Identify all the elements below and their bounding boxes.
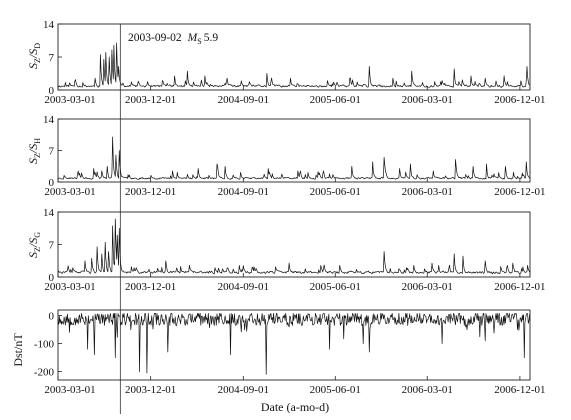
panel-4-series-line [57, 313, 531, 375]
panel-1: SZ/SD [26, 43, 42, 69]
panel-1-xtick-label: 2003-03-01 [44, 94, 95, 106]
panel-2-ytick-label: 14 [43, 114, 55, 126]
panel-1-ytick-label: 0 [49, 85, 55, 97]
panel-4-ytick-label: -200 [34, 367, 55, 379]
panel-4-frame [57, 309, 531, 381]
panel-3-xtick-label: 2006-03-01 [402, 281, 453, 293]
panel-4-ylabel-text: Dst/nT [11, 333, 25, 367]
panel-2-xtick-label: 2003-12-01 [125, 186, 176, 198]
panel-3-ylabel-text: SZ/SG [26, 232, 42, 258]
event-magnitude-subscript: S [197, 37, 201, 46]
panel-3-xtick-label: 2003-03-01 [44, 281, 95, 293]
panel-1-xtick-label: 2004-09-01 [218, 94, 269, 106]
panel-4-ytick-label: -100 [34, 339, 55, 351]
panel-3-xtick-label: 2004-09-01 [218, 281, 269, 293]
event-magnitude-value: 5.9 [204, 32, 219, 44]
panel-2-xtick-label: 2005-06-01 [310, 186, 361, 198]
panel-3-xtick-label: 2006-12-01 [494, 281, 545, 293]
panel-4-xtick-label: 2005-06-01 [310, 384, 361, 396]
panel-3-xtick-label: 2005-06-01 [310, 281, 361, 293]
panel-4-plot: 0 -100 -200 2003-03-01 2003-12-01 2004-09-01 2… [34, 309, 546, 396]
panel-3-ytick-label: 7 [49, 240, 55, 252]
panel-1-ylabel: SZ/SD [26, 43, 42, 69]
panel-2-series-line [57, 136, 530, 180]
panel-3-series-line [57, 218, 531, 275]
panel-3-ytick-label: 14 [43, 207, 55, 219]
panel-1-ytick-label: 7 [49, 52, 55, 64]
panel-2-xtick-label: 2006-03-01 [402, 186, 453, 198]
panel-2-frame [57, 118, 531, 183]
panel-3-xtick-label: 2003-12-01 [125, 281, 176, 293]
panel-4-xtick-label: 2006-03-01 [402, 384, 453, 396]
panel-1-ylabel-text: SZ/SD [26, 43, 42, 69]
panel-2-xtick-label: 2003-03-01 [44, 186, 95, 198]
panel-2: SZ/SH [26, 138, 42, 164]
panel-1-xtick-label: 2005-06-01 [310, 94, 361, 106]
event-annotation: 2003-09-02 MS 5.9 [128, 32, 218, 46]
panel-1-series-line [58, 42, 530, 88]
panel-4-xtick-label: 2003-03-01 [44, 384, 95, 396]
panel-3-frame [57, 211, 531, 278]
panel-3-plot: 0 7 14 2003-03-01 2003-12-01 2004-09-01 2005-0… [43, 207, 546, 293]
panel-2-ytick-label: 7 [49, 146, 55, 158]
panel-4-ytick-label: 0 [49, 311, 55, 323]
panel-1-xtick-label: 2003-12-01 [125, 94, 176, 106]
panel-4-xtick-label: 2003-12-01 [125, 384, 176, 396]
plots-layer: 0 7 14 2003-03-01 2003-12-01 2004-09-01 2005-0… [34, 19, 546, 414]
panel-1-xtick-label: 2006-03-01 [402, 94, 453, 106]
panel-2-ylabel-text: SZ/SH [26, 138, 42, 164]
panel-2-plot: 0 7 14 2003-03-01 2003-12-01 2004-09-01 2005-0… [43, 114, 546, 198]
panel-3: SZ/SG [26, 232, 42, 258]
panel-4-xtick-label: 2004-09-01 [218, 384, 269, 396]
panel-4: Dst/nT [11, 333, 25, 367]
panel-2-xtick-label: 2004-09-01 [218, 186, 269, 198]
panel-1-plot: 0 7 14 2003-03-01 2003-12-01 2004-09-01 2005-0… [43, 19, 546, 106]
event-magnitude-symbol: M [187, 32, 199, 44]
event-date: 2003-09-02 [128, 32, 182, 44]
panel-1-ytick-label: 14 [43, 19, 55, 31]
panel-1-xtick-label: 2006-12-01 [494, 94, 545, 106]
panel-2-ytick-label: 0 [49, 177, 55, 189]
x-axis-label: Date (a-mo-d) [261, 400, 329, 414]
panel-2-xtick-label: 2006-12-01 [494, 186, 545, 198]
panel-3-ytick-label: 0 [49, 272, 55, 284]
panel-4-xtick-label: 2006-12-01 [494, 384, 545, 396]
